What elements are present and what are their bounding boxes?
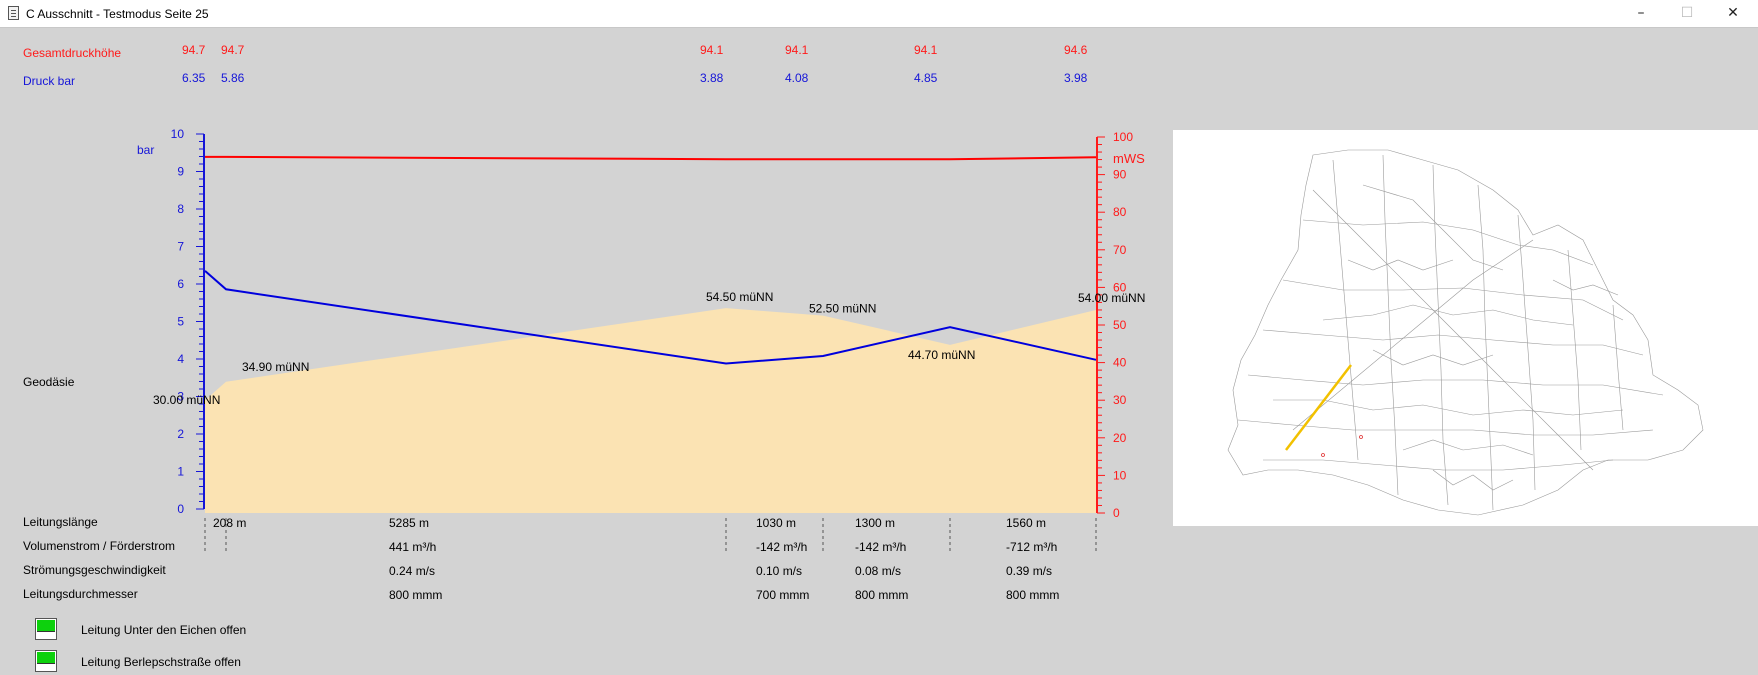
right-axis-tick-label: 10 [1113, 468, 1127, 482]
checkbox-berlepschstrasse[interactable] [35, 650, 57, 672]
druck-bar-label: Druck bar [23, 74, 76, 88]
gesamtdruckhoehe-value: 94.7 [182, 43, 206, 57]
left-axis-tick-label: 6 [177, 277, 184, 291]
durchmesser-label: Leitungsdurchmesser [23, 587, 138, 601]
druck-value: 3.98 [1064, 71, 1088, 85]
geodaesie-label: Geodäsie [23, 375, 75, 389]
geodesy-label: 30.00 müNN [153, 393, 220, 407]
right-axis-tick-label: 100 [1113, 130, 1133, 144]
geodesy-label: 54.50 müNN [706, 290, 773, 304]
gesamtdruckhoehe-value: 94.1 [700, 43, 724, 57]
right-axis-tick-label: 90 [1113, 168, 1127, 182]
left-axis-tick-label: 10 [171, 127, 185, 141]
volumenstrom-label: Volumenstrom / Förderstrom [23, 539, 176, 553]
right-axis-tick-label: 70 [1113, 243, 1127, 257]
geschwindigkeit-value: 0.24 m/s [389, 564, 436, 578]
volumenstrom-value: -142 m³/h [855, 540, 907, 554]
gesamtdruckhoehe-value: 94.1 [785, 43, 809, 57]
geschwindigkeit-value: 0.39 m/s [1006, 564, 1053, 578]
network-map-drawing [1227, 149, 1704, 516]
minimize-button[interactable]: – [1637, 5, 1645, 21]
right-axis-tick-label: 40 [1113, 356, 1127, 370]
geschwindigkeit-label: Strömungsgeschwindigkeit [23, 563, 166, 577]
geodesy-label: 44.70 müNN [908, 348, 975, 362]
druck-value: 5.86 [221, 71, 245, 85]
geschwindigkeit-value: 0.08 m/s [855, 564, 902, 578]
checkbox-unter-den-eichen-label: Leitung Unter den Eichen offen [81, 623, 247, 637]
druck-line [204, 270, 1097, 365]
durchmesser-value: 800 mmm [1006, 588, 1060, 602]
durchmesser-value: 800 mmm [855, 588, 909, 602]
left-axis-tick-label: 0 [177, 502, 184, 516]
close-button[interactable]: ✕ [1727, 5, 1739, 21]
right-axis-unit: mWS [1113, 151, 1145, 166]
left-axis-tick-label: 9 [177, 165, 184, 179]
geodesy-label: 52.50 müNN [809, 302, 876, 316]
left-axis-tick-label: 8 [177, 202, 184, 216]
geodesy-area [205, 308, 1096, 513]
geschwindigkeit-value: 0.10 m/s [756, 564, 803, 578]
left-axis-unit: bar [137, 143, 155, 157]
leitungslaenge-value: 1560 m [1006, 516, 1047, 530]
left-axis-tick-label: 1 [177, 465, 184, 479]
gesamtdruckhoehe-value: 94.6 [1064, 43, 1088, 57]
checkbox-berlepschstrasse-label: Leitung Berlepschstraße offen [81, 655, 241, 669]
geodesy-label: 34.90 müNN [242, 360, 309, 374]
left-axis-tick-label: 4 [177, 352, 184, 366]
right-axis-tick-label: 0 [1113, 506, 1120, 520]
gesamtdruckhoehe-value: 94.7 [221, 43, 245, 57]
leitungslaenge-value: 1030 m [756, 516, 797, 530]
druck-value: 6.35 [182, 71, 206, 85]
leitungslaenge-label: Leitungslänge [23, 515, 98, 529]
geodesy-label: 54.00 müNN [1078, 291, 1145, 305]
leitungslaenge-value: 208 m [213, 516, 247, 530]
leitungslaenge-value: 1300 m [855, 516, 896, 530]
title-bar: C Ausschnitt - Testmodus Seite 25 – ☐ ✕ [0, 0, 1758, 28]
window-title: C Ausschnitt - Testmodus Seite 25 [26, 7, 209, 21]
app-icon [8, 6, 19, 20]
left-axis-tick-label: 3 [177, 390, 184, 404]
left-axis-tick-label: 7 [177, 240, 184, 254]
gesamtdruckhoehe-label: Gesamtdruckhöhe [23, 46, 122, 60]
druck-value: 3.88 [700, 71, 724, 85]
volumenstrom-value: -712 m³/h [1006, 540, 1058, 554]
left-axis-bar: 0 1 2 3 4 5 6 7 8 9 10 [171, 127, 205, 516]
right-axis-tick-label: 60 [1113, 280, 1127, 294]
left-axis-tick-label: 5 [177, 315, 184, 329]
segment-separators [204, 518, 1097, 552]
right-axis-mws: 0 10 20 30 40 50 60 70 80 90 100 [1096, 130, 1133, 520]
right-axis-tick-label: 80 [1113, 205, 1127, 219]
gesamtdruckhoehe-value: 94.1 [914, 43, 938, 57]
durchmesser-value: 700 mmm [756, 588, 810, 602]
right-axis-tick-label: 50 [1113, 318, 1127, 332]
right-axis-tick-label: 20 [1113, 431, 1127, 445]
volumenstrom-value: 441 m³/h [389, 540, 437, 554]
leitungslaenge-value: 5285 m [389, 516, 430, 530]
checkbox-unter-den-eichen[interactable] [35, 618, 57, 640]
selected-pipe [1285, 364, 1352, 451]
right-axis-tick-label: 30 [1113, 393, 1127, 407]
network-map[interactable] [1173, 130, 1758, 526]
maximize-button[interactable]: ☐ [1680, 5, 1694, 21]
druck-value: 4.08 [785, 71, 809, 85]
volumenstrom-value: -142 m³/h [756, 540, 808, 554]
druck-value: 4.85 [914, 71, 938, 85]
durchmesser-value: 800 mmm [389, 588, 443, 602]
left-axis-tick-label: 2 [177, 427, 184, 441]
gesamtdruckhoehe-line [205, 155, 1097, 161]
